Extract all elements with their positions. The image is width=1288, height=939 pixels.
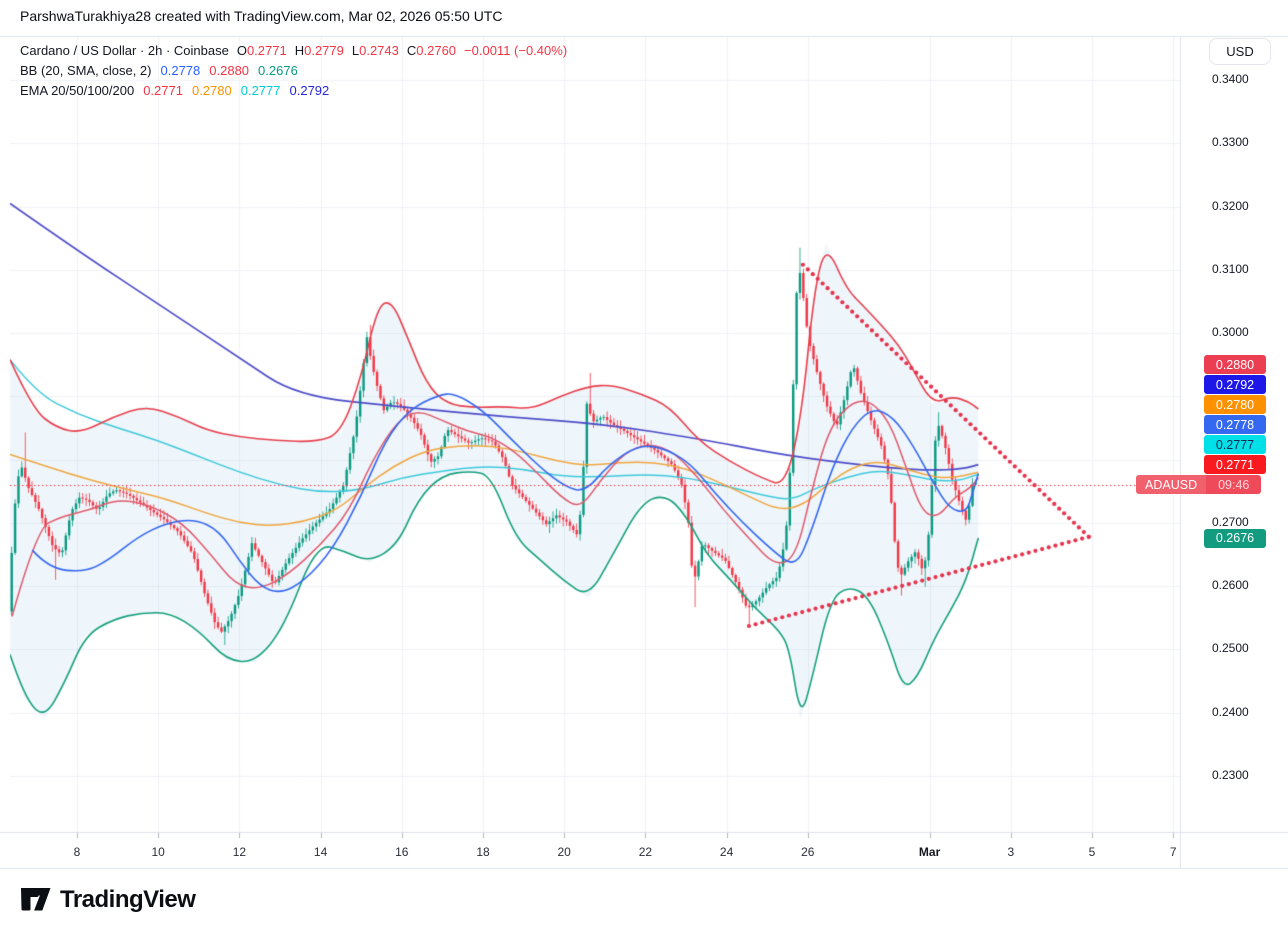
price-axis-label: 0.2500: [1212, 641, 1249, 656]
price-axis-label: 0.2400: [1212, 704, 1249, 719]
currency-unit-button[interactable]: USD: [1209, 38, 1271, 65]
legend-value: 0.2771: [143, 83, 183, 98]
price-axis-label: 0.3400: [1212, 72, 1249, 86]
legend-value: C: [406, 43, 417, 58]
legend-value: 0.2760: [416, 43, 457, 58]
legend-bb-row[interactable]: BB (20, SMA, close, 2) 0.2778 0.2880 0.2676: [20, 61, 567, 81]
symbol-badge-time: 09:46: [1218, 477, 1250, 492]
legend-value: 0.2780: [191, 83, 232, 98]
symbol-title[interactable]: Cardano / US Dollar · 2h · Coinbase: [20, 43, 229, 58]
price-axis-label: 0.2600: [1212, 578, 1249, 593]
price-axis-label: 0.3200: [1212, 198, 1249, 213]
price-axis-label: 0.3300: [1212, 135, 1249, 150]
legend-value: 0.2792: [289, 83, 330, 98]
price-badge-0.2792: 0.2792: [1204, 375, 1266, 395]
legend-ema-row[interactable]: EMA 20/50/100/200 0.2771 0.2780 0.2777 0.279…: [20, 81, 567, 101]
legend-symbol-row[interactable]: Cardano / US Dollar · 2h · Coinbase O0.27…: [20, 41, 567, 61]
time-axis-label-14: 14: [313, 845, 328, 859]
symbol-badge-label: ADAUSD: [1136, 475, 1207, 495]
ema-indicator-values: 0.2771 0.2780 0.2777 0.2792: [134, 83, 329, 98]
legend-value: 0.2743: [359, 43, 399, 58]
time-axis-label-7: 7: [1169, 845, 1177, 859]
bb-indicator-label[interactable]: BB (20, SMA, close, 2): [20, 63, 152, 78]
tradingview-logo-icon: [21, 888, 51, 911]
time-axis-label-10: 10: [151, 845, 165, 859]
legend-value: O: [236, 43, 247, 58]
legend-value: 0.2771: [246, 43, 287, 58]
price-badge-0.2880: 0.2880: [1204, 355, 1266, 375]
time-axis-label-8: 8: [73, 845, 81, 859]
time-axis-label-5: 5: [1088, 845, 1096, 859]
ema-indicator-label[interactable]: EMA 20/50/100/200: [20, 83, 135, 98]
time-axis-label-24: 24: [719, 845, 734, 859]
price-axis-label: 0.2300: [1212, 767, 1249, 782]
price-badge-0.2778: 0.2778: [1204, 415, 1266, 435]
attribution-text: ParshwaTurakhiya28 created with TradingV…: [20, 8, 503, 24]
legend-value: 0.2778: [160, 63, 201, 78]
time-axis-label-20: 20: [557, 845, 571, 859]
legend-value: 0.2880: [209, 63, 250, 78]
legend-value: 0.2779: [304, 43, 344, 58]
symbol-price-badge: ADAUSD 09:46: [1136, 475, 1262, 495]
legend-value: 0.2676: [258, 63, 298, 78]
change-value: −0.0011 (−0.40%): [464, 43, 568, 58]
time-axis-label-12: 12: [232, 845, 247, 859]
time-axis-label-26: 26: [801, 845, 815, 859]
legend-value: 0.2777: [240, 83, 281, 98]
tradingview-logo-text: TradingView: [60, 886, 196, 913]
price-axis-label: 0.2700: [1212, 514, 1249, 529]
ohlc-values: O0.2771 H0.2779 L0.2743 C0.2760: [229, 43, 456, 58]
price-badge-0.2676: 0.2676: [1204, 528, 1266, 548]
time-axis-label-22: 22: [638, 845, 653, 859]
time-axis-label-16: 16: [395, 845, 409, 859]
time-axis-label-3: 3: [1007, 845, 1015, 859]
price-badge-0.2771: 0.2771: [1204, 455, 1266, 475]
price-badge-0.2780: 0.2780: [1204, 395, 1266, 415]
time-axis-label-Mar: Mar: [918, 845, 941, 859]
price-badge-0.2777: 0.2777: [1204, 435, 1266, 455]
legend-value: H: [294, 43, 305, 58]
time-axis-label-18: 18: [476, 845, 490, 859]
tradingview-logo[interactable]: TradingView: [20, 886, 196, 914]
legend: Cardano / US Dollar · 2h · Coinbase O0.27…: [20, 41, 567, 101]
legend-value: L: [351, 43, 360, 58]
price-axis-label: 0.3100: [1212, 261, 1249, 276]
price-axis-label: 0.3000: [1212, 325, 1249, 340]
bb-indicator-values: 0.2778 0.2880 0.2676: [152, 63, 298, 78]
